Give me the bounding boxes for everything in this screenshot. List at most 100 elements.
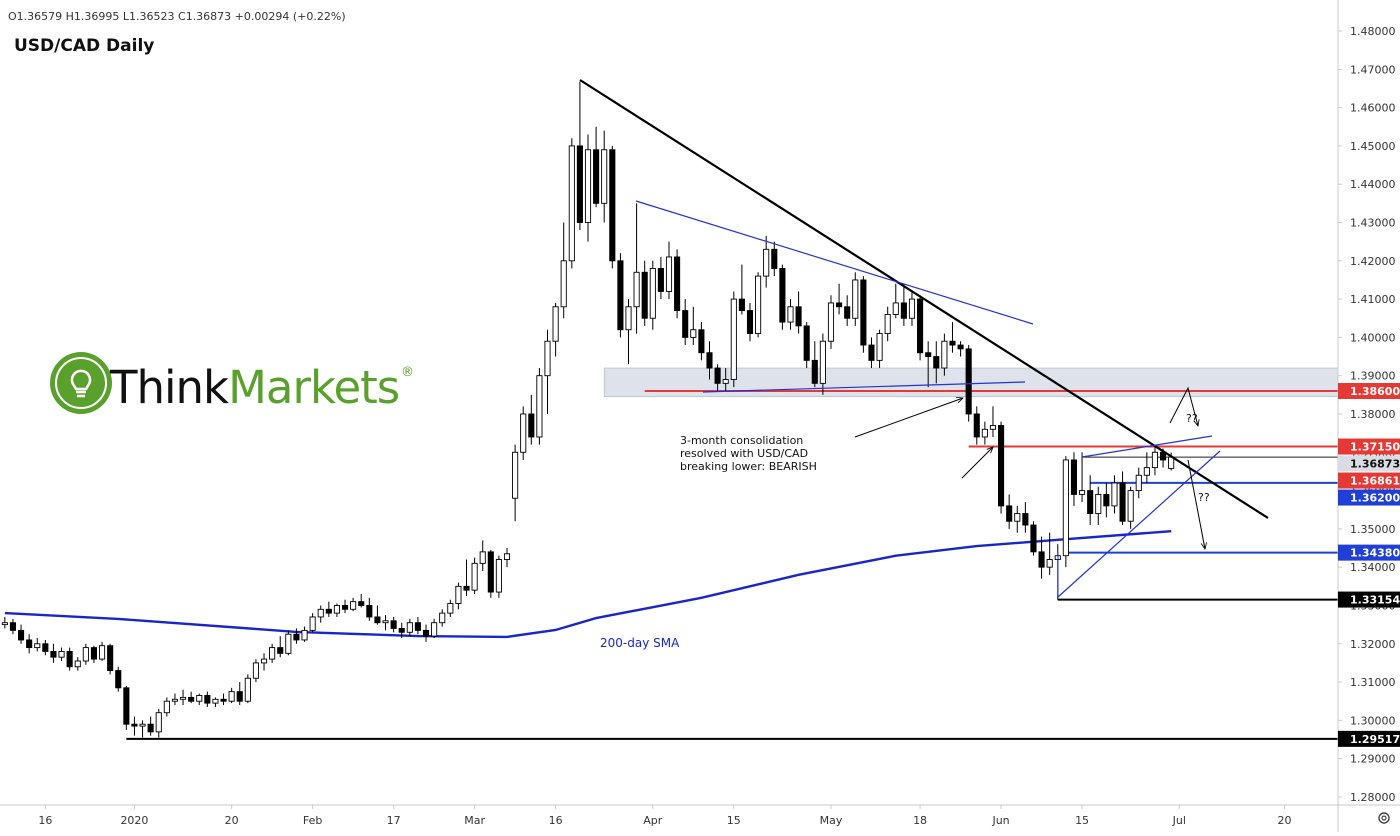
- candle-body: [422, 629, 430, 637]
- candle-body: [1127, 490, 1134, 522]
- levels: [126, 390, 1338, 740]
- candle-body: [58, 650, 65, 658]
- candle-body: [293, 633, 300, 641]
- candle-body: [836, 302, 843, 308]
- annotation-text: resolved with USD/CAD: [680, 447, 808, 460]
- candle-body: [179, 696, 187, 700]
- candle-body: [374, 616, 381, 624]
- candle-body: [333, 605, 340, 614]
- y-tick-label: 1.29000: [1350, 753, 1396, 766]
- candle-body: [26, 639, 33, 649]
- candle-body: [957, 344, 964, 350]
- x-tick-label: Mar: [464, 814, 485, 827]
- trend-line: [635, 200, 1034, 325]
- candle-body: [1006, 505, 1013, 522]
- candle-body: [18, 629, 25, 641]
- candle-body: [487, 551, 494, 593]
- settings-icon[interactable]: [1378, 812, 1390, 824]
- candle-body: [212, 698, 219, 704]
- candle-body: [981, 428, 988, 438]
- candle-body: [811, 359, 818, 384]
- candle-body: [325, 608, 332, 614]
- candle-body: [512, 451, 519, 499]
- candle-body: [503, 553, 511, 560]
- candle-body: [649, 268, 656, 319]
- level-label: 1.29517: [1350, 733, 1400, 746]
- candle-body: [99, 645, 106, 660]
- candle-body: [252, 662, 259, 679]
- candle-body: [455, 585, 462, 605]
- candle-body: [819, 340, 826, 384]
- level-label: 1.38600: [1350, 385, 1400, 398]
- candle-body: [917, 298, 924, 354]
- candle-body: [1030, 524, 1037, 553]
- candle-body: [188, 696, 195, 702]
- candle-body: [90, 647, 98, 660]
- x-tick-label: 20: [225, 814, 239, 827]
- candle-body: [406, 622, 413, 633]
- candle-body: [941, 340, 948, 369]
- candle-body: [1111, 482, 1118, 507]
- level-label: 1.36861: [1350, 475, 1400, 488]
- y-tick-label: 1.40000: [1350, 331, 1396, 344]
- candle-body: [763, 248, 770, 277]
- candle-body: [1087, 490, 1094, 515]
- candle-body: [1022, 513, 1029, 526]
- candle-body: [34, 643, 41, 649]
- candle-body: [131, 723, 138, 727]
- candle-body: [66, 650, 73, 668]
- level-label-bg: [1338, 383, 1400, 400]
- candle-body: [771, 248, 778, 269]
- candle-body: [1135, 474, 1142, 492]
- candle-body: [560, 260, 567, 308]
- candle-body: [228, 691, 235, 702]
- x-tick-label: 15: [727, 814, 741, 827]
- candle-body: [973, 413, 980, 438]
- candles: [1, 81, 1175, 738]
- candle-body: [82, 647, 89, 662]
- y-tick-label: 1.30000: [1350, 714, 1396, 727]
- annotation-text: ??: [1186, 412, 1198, 425]
- trend-line: [1081, 435, 1213, 458]
- y-tick-label: 1.47000: [1350, 63, 1396, 76]
- candle-body: [933, 356, 940, 369]
- candle-body: [171, 698, 178, 702]
- candle-body: [730, 298, 737, 380]
- candle-body: [431, 622, 438, 637]
- level-label-bg: [1338, 489, 1400, 506]
- x-tick-label: 16: [38, 814, 52, 827]
- candle-body: [738, 298, 745, 312]
- candle-body: [536, 375, 543, 438]
- x-tick-label: 20: [1278, 814, 1292, 827]
- candle-body: [674, 256, 681, 312]
- level-label-bg: [1338, 472, 1400, 489]
- logo-text-green: Markets: [228, 361, 399, 414]
- trend-lines: [579, 79, 1269, 598]
- candle-body: [528, 413, 535, 438]
- candle-body: [1046, 559, 1053, 568]
- candle-body: [803, 325, 810, 361]
- y-tick-label: 1.43000: [1350, 217, 1396, 230]
- candle-body: [390, 620, 397, 629]
- candle-body: [1119, 482, 1126, 522]
- candle-body: [463, 585, 470, 591]
- candle-body: [787, 306, 794, 323]
- candle-body: [520, 413, 527, 453]
- candle-body: [852, 279, 859, 319]
- candle-body: [714, 367, 721, 384]
- y-tick-label: 1.38000: [1350, 408, 1396, 421]
- chart-title: USD/CAD Daily: [14, 36, 154, 56]
- candle-body: [1168, 456, 1175, 469]
- candle-body: [617, 260, 624, 331]
- candle-body: [471, 562, 478, 591]
- candle-body: [155, 712, 162, 733]
- candle-body: [576, 145, 583, 223]
- level-label-bg: [1338, 544, 1400, 561]
- candle-body: [609, 149, 616, 262]
- candle-body: [1151, 451, 1159, 469]
- candle-body: [495, 559, 502, 593]
- candle-body: [892, 302, 899, 315]
- candle-body: [868, 344, 875, 361]
- level-label: 1.33154: [1350, 594, 1400, 607]
